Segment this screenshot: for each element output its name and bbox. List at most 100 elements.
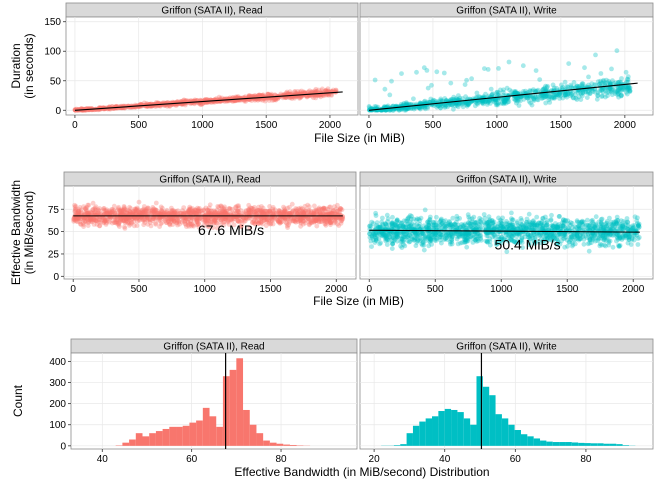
data-point (122, 225, 127, 230)
data-point (368, 235, 373, 240)
data-point (432, 233, 437, 238)
data-point (619, 218, 624, 223)
data-point (331, 208, 336, 213)
data-point (472, 228, 477, 233)
data-point (466, 225, 471, 230)
histogram-bar (216, 427, 223, 446)
data-point (174, 209, 179, 214)
y-tick-label: 300 (49, 378, 66, 389)
data-point (594, 230, 599, 235)
histogram-bar (230, 370, 237, 446)
data-point (420, 243, 425, 248)
mean-annotation: 50.4 MiB/s (495, 236, 561, 252)
facet-strip-label: Griffon (SATA II), Write (456, 342, 557, 353)
data-point (595, 97, 600, 102)
data-point (440, 221, 445, 226)
data-point (562, 245, 567, 250)
data-point (154, 201, 159, 206)
data-point (262, 211, 267, 216)
data-point (73, 207, 78, 212)
data-point (591, 227, 596, 232)
x-tick-label: 2000 (622, 284, 645, 295)
data-point (138, 210, 143, 215)
data-point (226, 211, 231, 216)
data-point (423, 208, 428, 213)
data-point (575, 220, 580, 225)
data-point (369, 244, 374, 249)
data-point (611, 245, 616, 250)
x-tick-label: 2000 (319, 120, 342, 131)
data-point (507, 60, 512, 65)
data-point (465, 236, 470, 241)
x-tick-label: 0 (70, 284, 76, 295)
data-point (601, 227, 606, 232)
x-tick-label: 60 (186, 454, 198, 465)
data-point (635, 215, 640, 220)
data-point (629, 242, 634, 247)
data-point (454, 214, 459, 219)
histogram-bar (250, 425, 257, 446)
data-point (450, 225, 455, 230)
data-point (496, 216, 501, 221)
data-point (390, 241, 395, 246)
data-point (276, 211, 281, 216)
data-point (601, 90, 606, 95)
x-tick-label: 1500 (556, 284, 579, 295)
histogram-bar (236, 358, 243, 446)
data-point (98, 220, 103, 225)
data-point (608, 89, 613, 94)
data-point (414, 243, 419, 248)
data-point (374, 238, 379, 243)
data-point (390, 215, 395, 220)
data-point (293, 206, 298, 211)
data-point (118, 217, 123, 222)
data-point (475, 232, 480, 237)
data-point (449, 237, 454, 242)
data-point (617, 244, 622, 249)
data-point (327, 213, 332, 218)
y-axis-title: Effective Bandwidth (9, 180, 23, 285)
data-point (282, 210, 287, 215)
data-point (633, 227, 638, 232)
data-point (172, 102, 177, 107)
data-point (434, 69, 439, 74)
data-point (629, 237, 634, 242)
data-point (495, 231, 500, 236)
data-point (562, 232, 567, 237)
data-point (374, 213, 379, 218)
data-point (197, 216, 202, 221)
histogram-bar (290, 445, 297, 446)
data-point (385, 242, 390, 247)
histogram-bar (129, 440, 136, 446)
data-point (521, 63, 526, 68)
data-point (146, 206, 151, 211)
data-point (290, 213, 295, 218)
data-point (312, 204, 317, 209)
data-point (576, 90, 581, 95)
data-point (530, 94, 535, 99)
data-point (578, 237, 583, 242)
data-point (509, 216, 514, 221)
x-tick-label: 1000 (486, 120, 509, 131)
data-point (123, 105, 128, 110)
data-point (552, 86, 557, 91)
x-tick-label: 1500 (259, 284, 282, 295)
data-point (509, 211, 514, 216)
data-point (310, 211, 315, 216)
data-point (383, 87, 388, 92)
x-axis-title: File Size (in MiB) (314, 131, 405, 145)
data-point (92, 222, 97, 227)
data-point (539, 219, 544, 224)
data-point (586, 75, 591, 80)
histogram-bar (163, 429, 170, 446)
data-point (180, 220, 185, 225)
data-point (587, 223, 592, 228)
data-point (252, 205, 257, 210)
histogram-bar (277, 444, 284, 446)
facet-strip-label: Griffon (SATA II), Write (456, 6, 557, 17)
data-point (426, 243, 431, 248)
data-point (602, 235, 607, 240)
data-point (489, 87, 494, 92)
data-point (265, 218, 270, 223)
data-point (236, 206, 241, 211)
